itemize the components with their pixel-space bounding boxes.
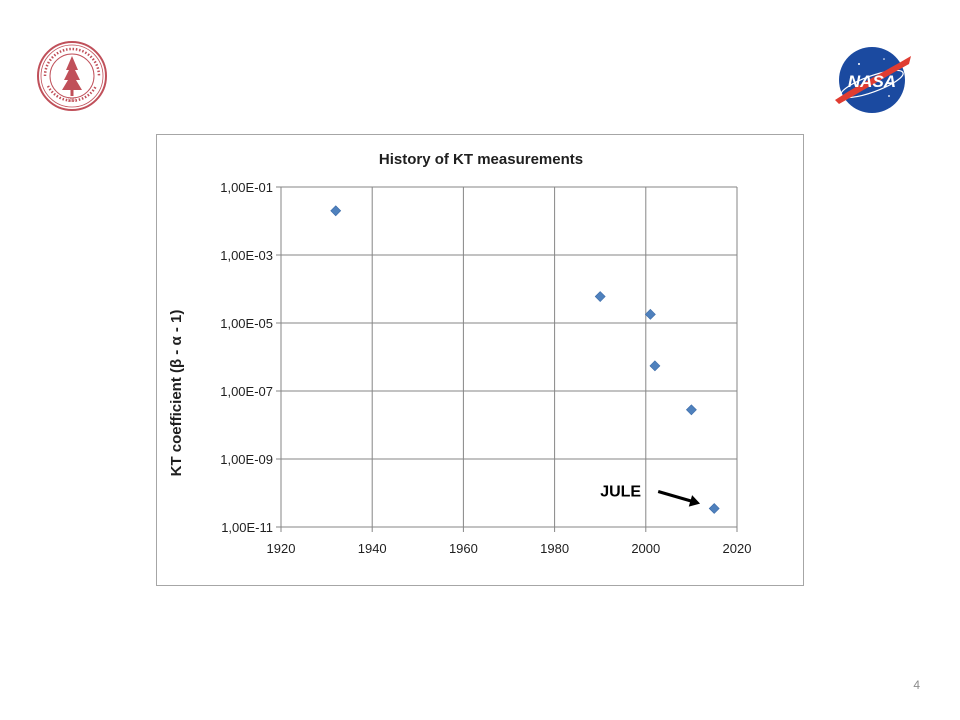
data-point-marker [644, 308, 656, 320]
x-tick-label: 1980 [540, 541, 569, 556]
nasa-logo-text: NASA [848, 72, 896, 91]
annotation-layer: JULE [600, 484, 701, 507]
y-tick-label: 1,00E-05 [220, 316, 273, 331]
x-tick-label: 2020 [723, 541, 752, 556]
x-tick-label: 1960 [449, 541, 478, 556]
y-tick-label: 1,00E-01 [220, 180, 273, 195]
points-layer [330, 205, 720, 514]
y-tick-label: 1,00E-09 [220, 452, 273, 467]
ticks-layer: 1920 1940 1960 1980 2000 2020 1,00E-11 1,00E-09… [220, 180, 751, 556]
annotation-label-jule: JULE [600, 484, 641, 501]
data-point-marker [594, 291, 606, 302]
chart-container: History of KT measurements 1920 1940 1960 1… [156, 134, 804, 586]
seal-year-text: 1891 [67, 99, 78, 104]
scatter-chart: History of KT measurements 1920 1940 1960 1… [168, 151, 751, 556]
x-tick-label: 2000 [631, 541, 660, 556]
slide-number: 4 [913, 678, 920, 692]
x-tick-label: 1920 [267, 541, 296, 556]
y-axis-label: KT coefficient (β - α - 1) [168, 310, 185, 477]
data-point-marker [685, 404, 697, 416]
nasa-logo: NASA [835, 47, 911, 113]
annotation-arrowhead [688, 495, 701, 507]
annotation-arrow [657, 490, 697, 504]
stanford-seal-logo: 1891 [37, 41, 107, 111]
y-tick-label: 1,00E-11 [221, 520, 273, 535]
data-point-marker [649, 360, 661, 372]
chart-title: History of KT measurements [379, 151, 583, 168]
x-tick-label: 1940 [358, 541, 387, 556]
y-tick-label: 1,00E-07 [220, 384, 273, 399]
y-tick-label: 1,00E-03 [220, 248, 273, 263]
grid-layer [280, 186, 738, 528]
data-point-marker [708, 503, 720, 514]
data-point-marker [330, 205, 342, 217]
